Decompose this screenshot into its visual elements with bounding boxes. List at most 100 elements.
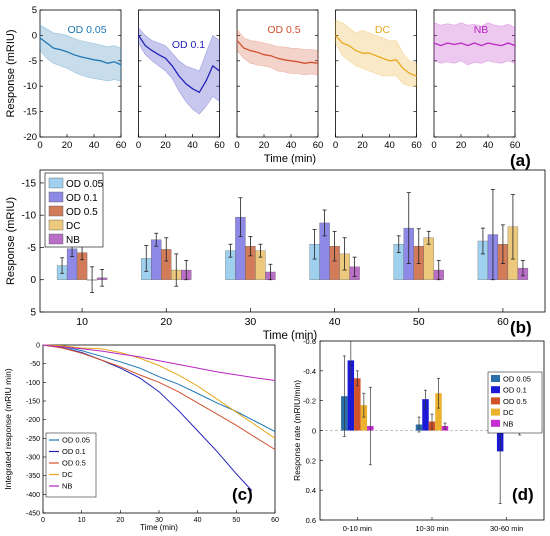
a-xtick-label: 20 <box>357 140 368 151</box>
c-ytick-label: -450 <box>26 511 40 518</box>
d-ytick-label: 0 <box>312 427 316 436</box>
b-xtick-label: 30 <box>245 316 257 328</box>
d-legend-label: OD 0.05 <box>503 375 531 384</box>
a-xtick-label: 40 <box>483 140 494 151</box>
c-ylabel: Integrated response (mRIU min) <box>3 368 13 490</box>
c-legend-label: DC <box>62 470 73 479</box>
b-legend-swatch <box>48 219 64 231</box>
a-mean-line-3 <box>335 34 417 77</box>
a-xtick-label: 40 <box>384 140 395 151</box>
a-mean-line-0 <box>39 37 122 66</box>
a-ytick-label: -20 <box>23 132 37 143</box>
c-ytick-label: -200 <box>26 417 40 424</box>
a-xtick-label: 20 <box>456 140 467 151</box>
a-xtick-label: 60 <box>116 140 127 151</box>
a-xtick-label: 0 <box>431 140 436 151</box>
a-ytick-label: -5 <box>29 56 37 67</box>
a-xtick-label: 0 <box>234 140 239 151</box>
c-xlabel: Time (min) <box>140 523 178 532</box>
a-xtick-label: 40 <box>89 140 100 151</box>
b-legend-label: DC <box>66 221 80 232</box>
b-axes-box <box>39 169 546 313</box>
a-ytick-label: -10 <box>23 81 37 92</box>
c-ytick-label: -50 <box>30 361 40 368</box>
a-mean-line-1 <box>137 35 220 94</box>
b-panel-label: (b) <box>510 318 532 337</box>
d-xtick-label: 0-10 min <box>343 524 372 533</box>
c-ytick-label: -300 <box>26 455 40 462</box>
a-band-0 <box>39 24 122 82</box>
d-ytick-label: -0.2 <box>303 397 316 406</box>
d-legend-label: OD 0.1 <box>503 386 527 395</box>
a-axes-box <box>138 9 220 138</box>
b-xtick-label: 50 <box>413 316 425 328</box>
d-legend-label: DC <box>503 408 514 417</box>
a-ytick-label: 5 <box>32 5 37 16</box>
b-legend-swatch <box>48 191 64 203</box>
d-legend-swatch <box>491 386 500 394</box>
a-xtick-label: 20 <box>62 140 73 151</box>
a-ytick-label: -15 <box>23 107 37 118</box>
c-legend-label: OD 0.1 <box>62 447 86 456</box>
a-ylabel: Response (mRIU) <box>5 29 17 117</box>
d-ytick-label: 0.2 <box>306 456 316 465</box>
d-ylabel: Response rate (mRIU/min) <box>292 380 302 481</box>
a-xtick-label: 60 <box>214 140 225 151</box>
b-legend-label: OD 0.05 <box>66 179 104 190</box>
a-subplot-title: OD 0.05 <box>67 24 106 36</box>
b-xlabel: Time (min) <box>263 330 318 342</box>
d-legend-label: NB <box>503 419 513 428</box>
c-line-3 <box>42 344 276 439</box>
d-ytick-label: -0.6 <box>303 337 316 346</box>
a-xtick-label: 60 <box>510 140 521 151</box>
a-xtick-label: 0 <box>333 140 338 151</box>
d-legend-label: OD 0.5 <box>503 397 527 406</box>
a-mean-line-4 <box>433 42 516 47</box>
c-line-4 <box>42 344 276 381</box>
d-ytick-label: 0.6 <box>306 516 316 525</box>
b-ylabel: Response (mRIU) <box>5 197 17 285</box>
d-legend-swatch <box>491 397 500 405</box>
c-xtick-label: 60 <box>271 517 279 524</box>
b-legend-label: OD 0.5 <box>66 207 98 218</box>
a-mean-line-2 <box>236 40 319 64</box>
c-xtick-label: 0 <box>41 517 45 524</box>
b-ytick-label: -5 <box>27 243 36 254</box>
c-xtick-label: 30 <box>155 517 163 524</box>
c-ytick-label: -150 <box>26 399 40 406</box>
a-xtick-label: 40 <box>187 140 198 151</box>
d-bar <box>347 360 355 431</box>
a-xlabel: Time (min) <box>264 153 316 165</box>
c-ytick-label: -100 <box>26 380 40 387</box>
a-subplot-title: OD 0.1 <box>172 39 205 51</box>
d-xtick-label: 10-30 min <box>415 524 448 533</box>
d-legend-swatch <box>491 419 500 427</box>
a-xtick-label: 0 <box>37 140 42 151</box>
a-band-2 <box>236 28 319 76</box>
c-xtick-label: 40 <box>194 517 202 524</box>
a-subplot-title: OD 0.5 <box>267 24 300 36</box>
c-line-2 <box>42 344 276 450</box>
b-ytick-label: 5 <box>30 308 36 319</box>
b-ytick-label: -15 <box>22 178 37 189</box>
a-panel-label: (a) <box>510 151 531 170</box>
c-ytick-label: -350 <box>26 473 40 480</box>
a-ytick-label: 0 <box>32 30 37 41</box>
d-ytick-label: 0.4 <box>306 486 316 495</box>
c-ytick-label: 0 <box>36 343 40 350</box>
b-legend-swatch <box>48 177 64 189</box>
a-xtick-label: 0 <box>136 140 141 151</box>
b-ytick-label: -10 <box>22 211 37 222</box>
b-legend-swatch <box>48 233 64 245</box>
a-band-4 <box>433 22 516 66</box>
b-xtick-label: 40 <box>329 316 341 328</box>
d-bar <box>360 405 368 431</box>
b-legend-label: NB <box>66 235 80 246</box>
d-panel-label: (d) <box>512 485 534 504</box>
a-xtick-label: 40 <box>286 140 297 151</box>
c-xtick-label: 10 <box>78 517 86 524</box>
a-xtick-label: 60 <box>313 140 324 151</box>
c-ytick-label: -400 <box>26 492 40 499</box>
c-xtick-label: 20 <box>116 517 124 524</box>
